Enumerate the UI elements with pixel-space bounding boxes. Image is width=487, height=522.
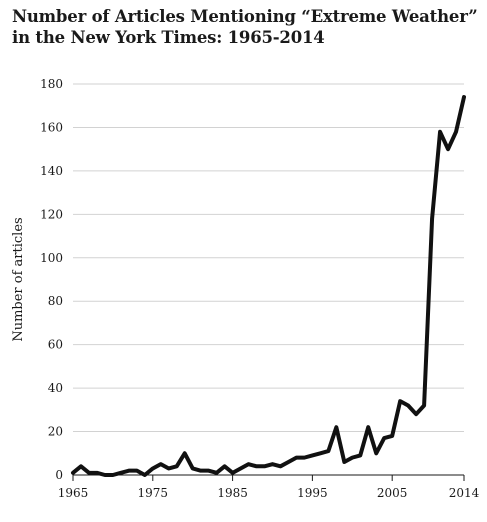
y-tick-label: 0 xyxy=(55,468,63,482)
x-tick-label: 2005 xyxy=(377,486,408,500)
x-tick-label: 2014 xyxy=(449,486,480,500)
y-tick-label: 20 xyxy=(48,425,63,439)
y-axis-title: Number of articles xyxy=(11,217,26,341)
y-tick-label: 160 xyxy=(40,120,63,134)
y-tick-label: 120 xyxy=(40,207,63,221)
x-tick-label: 1985 xyxy=(217,486,248,500)
y-tick-label: 100 xyxy=(40,251,63,265)
x-tick-label: 1995 xyxy=(297,486,328,500)
x-tick-label: 1975 xyxy=(138,486,169,500)
y-tick-label: 60 xyxy=(48,338,63,352)
series-line xyxy=(71,95,466,477)
x-tick-label: 1965 xyxy=(58,486,89,500)
chart-subtitle: in the New York Times: 1965-2014 xyxy=(12,28,325,47)
chart-title-block: Number of Articles Mentioning “Extreme W… xyxy=(12,6,482,48)
y-tick-label: 180 xyxy=(40,77,63,91)
y-tick-label: 140 xyxy=(40,164,63,178)
y-tick-label: 80 xyxy=(48,294,63,308)
y-tick-label: 40 xyxy=(48,381,63,395)
y-axis-ticks: 0 20 40 60 80 100 120 140 160 180 xyxy=(40,77,63,482)
x-axis-ticks: 1965 1975 1985 1995 2005 2014 xyxy=(58,475,480,500)
gridlines xyxy=(73,83,464,476)
chart-title: Number of Articles Mentioning “Extreme W… xyxy=(12,7,478,26)
